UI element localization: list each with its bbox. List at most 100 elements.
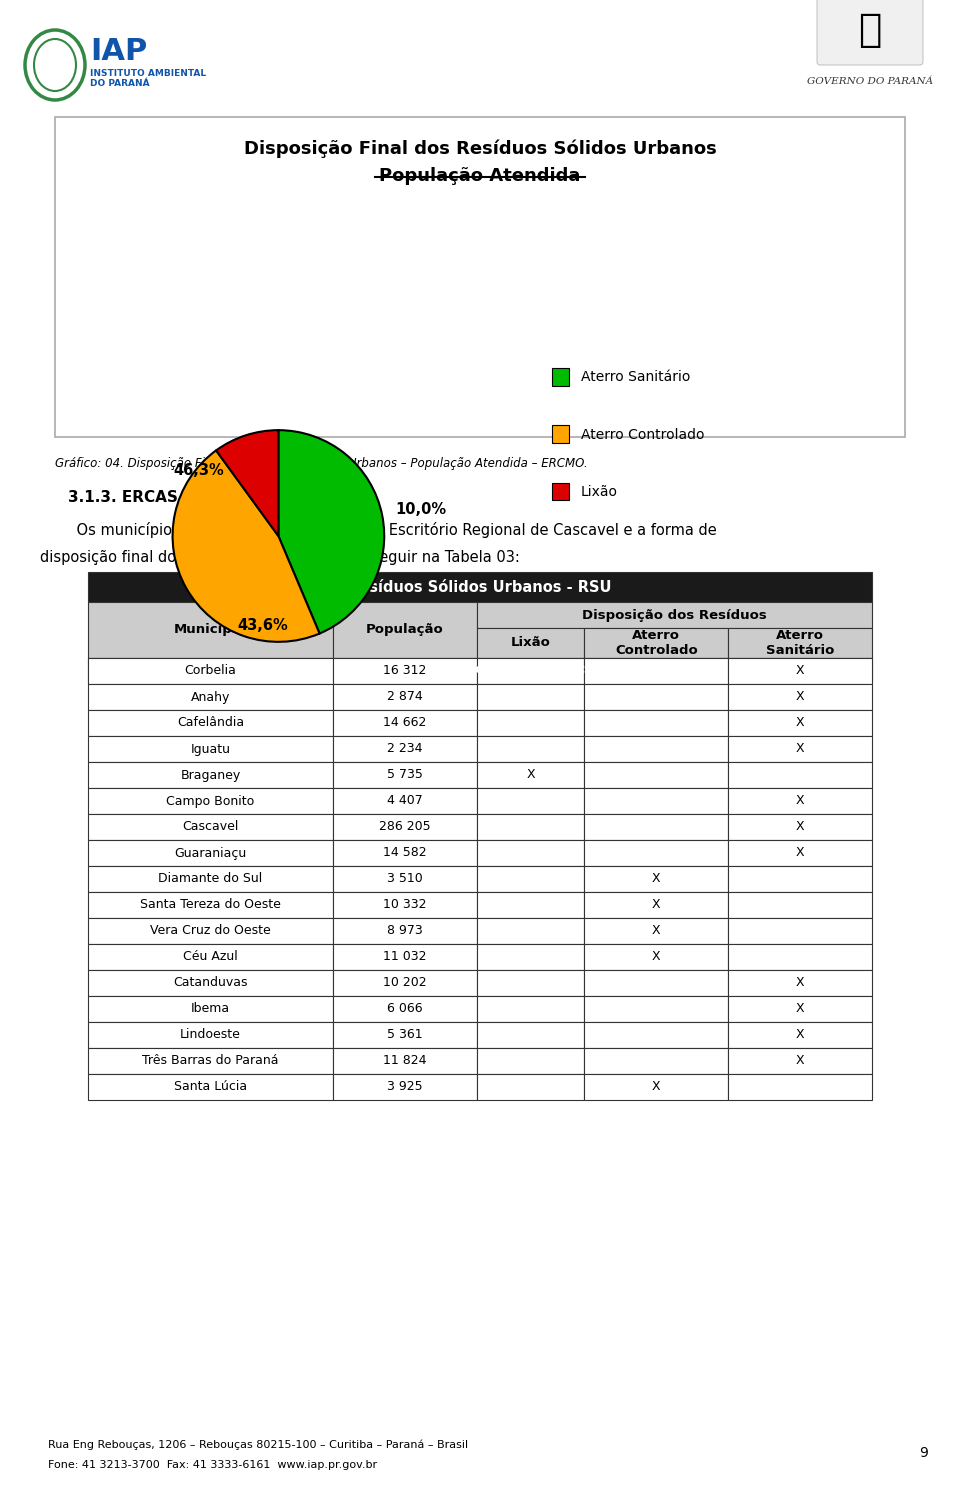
Bar [333,813,476,841]
Bar [88,788,333,813]
Text: X: X [652,951,660,963]
Text: 10 332: 10 332 [383,898,426,912]
Bar [476,627,585,658]
Bar [729,627,872,658]
Bar [333,736,476,762]
Bar [476,1074,585,1101]
Text: Fone: 41 3213-3700  Fax: 41 3333-6161  www.iap.pr.gov.br: Fone: 41 3213-3700 Fax: 41 3333-6161 www… [48,1461,377,1470]
Text: Aterro Sanitário: Aterro Sanitário [581,370,690,384]
Text: Catanduvas: Catanduvas [173,977,248,989]
Text: X: X [796,821,804,833]
Bar [88,971,333,996]
Text: 16 312: 16 312 [383,664,426,677]
Text: Anahy: Anahy [191,691,230,703]
Bar [729,711,872,736]
Bar [585,943,729,971]
Bar [585,918,729,943]
Text: X: X [796,742,804,756]
Bar [585,996,729,1022]
Bar [88,762,333,788]
Bar [476,762,585,788]
Bar [729,943,872,971]
Bar [333,658,476,683]
Text: 2 234: 2 234 [387,742,422,756]
Bar [585,813,729,841]
Text: 5 361: 5 361 [387,1028,422,1042]
Text: 10 202: 10 202 [383,977,426,989]
Text: Braganey: Braganey [180,768,241,782]
Bar [88,711,333,736]
Bar [476,841,585,866]
Bar [476,866,585,892]
Bar [88,683,333,711]
Bar [729,762,872,788]
Text: 14 582: 14 582 [383,847,426,859]
Bar [585,736,729,762]
Bar [585,683,729,711]
Bar [333,841,476,866]
Text: X: X [796,664,804,677]
Text: X: X [652,898,660,912]
Text: Vera Cruz do Oeste: Vera Cruz do Oeste [150,924,271,937]
Text: X: X [526,768,535,782]
Wedge shape [216,431,278,535]
Text: 🛡: 🛡 [858,11,881,48]
Bar [585,1048,729,1074]
Text: Santa Tereza do Oeste: Santa Tereza do Oeste [140,898,281,912]
Text: X: X [796,1054,804,1067]
Text: População Atendida: População Atendida [379,166,581,184]
Bar [476,658,585,683]
Bar [476,683,585,711]
Text: X: X [796,977,804,989]
Text: X: X [796,691,804,703]
Text: disposição final dos RSU são apresentados a seguir na Tabela 03:: disposição final dos RSU são apresentado… [40,550,520,565]
Bar [88,572,872,602]
Bar [333,943,476,971]
Bar [729,918,872,943]
Bar [729,736,872,762]
Text: Três Barras do Paraná: Três Barras do Paraná [142,1054,278,1067]
Bar [476,918,585,943]
Wedge shape [278,431,384,634]
Bar [333,892,476,918]
Bar [333,996,476,1022]
Bar [88,1022,333,1048]
Text: Cascavel: Cascavel [182,821,239,833]
Text: Rua Eng Rebouças, 1206 – Rebouças 80215-100 – Curitiba – Paraná – Brasil: Rua Eng Rebouças, 1206 – Rebouças 80215-… [48,1439,468,1450]
Text: X: X [796,794,804,807]
Bar [333,918,476,943]
Text: Iguatu: Iguatu [190,742,230,756]
Bar [88,1074,333,1101]
Bar [333,683,476,711]
Bar [333,1074,476,1101]
Text: Céu Azul: Céu Azul [183,951,238,963]
Bar [333,1022,476,1048]
Bar [88,658,872,682]
Text: Lindoeste: Lindoeste [180,1028,241,1042]
Bar [729,971,872,996]
Text: Lixão: Lixão [511,637,550,650]
Bar [333,971,476,996]
Text: Guaraniaçu: Guaraniaçu [175,847,247,859]
Bar [88,918,333,943]
Bar [476,996,585,1022]
Text: INSTITUTO AMBIENTAL: INSTITUTO AMBIENTAL [90,70,206,79]
Text: 11 824: 11 824 [383,1054,426,1067]
Bar [729,683,872,711]
Bar [585,892,729,918]
Text: X: X [796,847,804,859]
Bar [585,971,729,996]
Text: 14 662: 14 662 [383,717,426,729]
Bar [729,892,872,918]
FancyBboxPatch shape [817,0,923,65]
Text: 3.1.3. ERCAS: 3.1.3. ERCAS [68,490,178,505]
Bar [476,892,585,918]
Text: 43,6%: 43,6% [237,618,288,634]
Text: Cafelândia: Cafelândia [177,717,244,729]
Bar [476,1022,585,1048]
Text: População: População [366,623,444,637]
Bar [585,1074,729,1101]
Text: 11 032: 11 032 [383,951,426,963]
Bar [585,788,729,813]
Text: Disposição dos Resíduos: Disposição dos Resíduos [582,608,767,621]
